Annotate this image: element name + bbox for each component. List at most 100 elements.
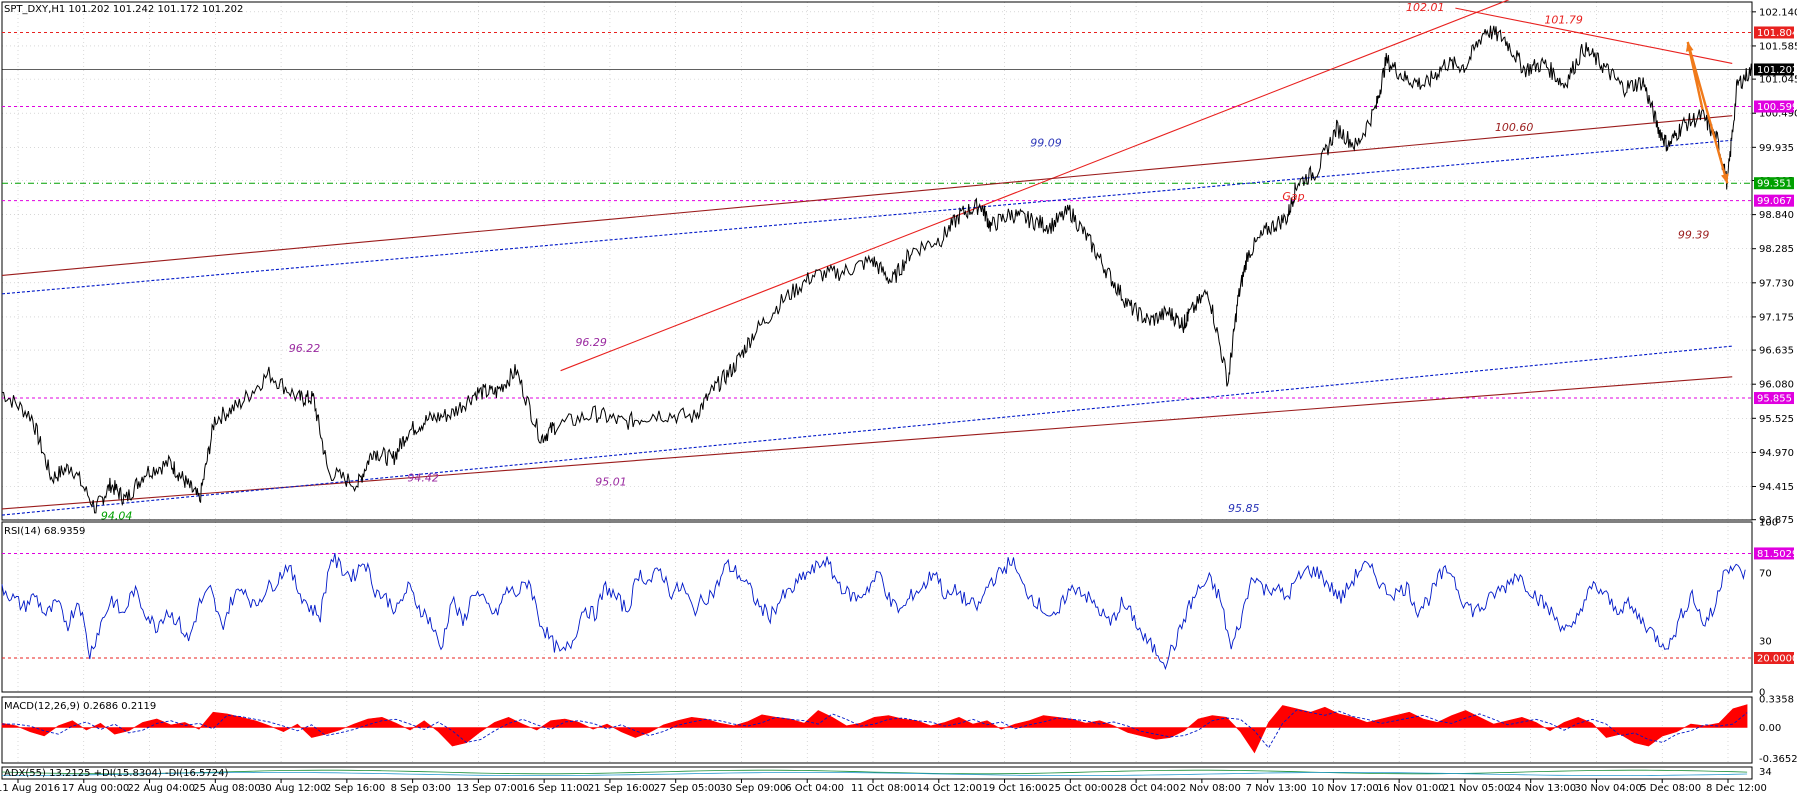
arrow-head — [1721, 173, 1729, 184]
y-tick-label: 97.730 — [1759, 278, 1794, 289]
x-tick-label: 2 Sep 16:00 — [325, 783, 385, 794]
x-tick-label: 17 Aug 00:00 — [62, 783, 129, 794]
rsi-panel: 81.5029 20.0000 100 70 30 0 — [1, 518, 1797, 699]
annotation-label: 94.42 — [407, 471, 439, 484]
macd-histogram — [1, 704, 1748, 754]
x-tick-label: 5 Dec 08:00 — [1640, 783, 1701, 794]
horizontal-levels — [2, 31, 1752, 399]
x-tick-label: 11 Oct 08:00 — [851, 783, 916, 794]
level-tag — [1754, 392, 1794, 405]
trend-line — [1, 345, 1733, 516]
macd-y-tick-label: 0.3358 — [1759, 695, 1794, 706]
y-tick-label: 94.415 — [1759, 482, 1794, 493]
macd-panel: 0.3358 0.00 -0.3652 — [1, 695, 1797, 765]
level-tag-label: 95.855 — [1757, 394, 1792, 405]
symbol-header: SPT_DXY,H1 101.202 101.242 101.172 101.2… — [4, 4, 243, 15]
y-tick-label: 97.175 — [1759, 312, 1794, 323]
annotations: 102.01 101.79 100.60 99.09 Gap 99.39 96.22 96.2… — [101, 1, 1709, 522]
level-tag — [1754, 177, 1794, 190]
annotation-label: 101.79 — [1544, 14, 1583, 27]
trend-lines — [1, 0, 1733, 516]
x-tick-label: 19 Oct 16:00 — [983, 783, 1048, 794]
rsi-line — [1, 553, 1746, 671]
annotation-label: 96.29 — [575, 336, 607, 349]
rsi-level-tag — [1754, 547, 1794, 560]
x-tick-label: 7 Nov 13:00 — [1246, 783, 1307, 794]
x-tick-label: 21 Sep 16:00 — [588, 783, 655, 794]
y-tick-label: 100.490 — [1759, 109, 1797, 120]
x-tick-label: 27 Sep 05:00 — [654, 783, 721, 794]
x-tick-label: 14 Oct 12:00 — [917, 783, 982, 794]
x-tick-label: 8 Sep 03:00 — [391, 783, 451, 794]
y-tick-label: 93.875 — [1759, 515, 1794, 526]
price-line — [1, 25, 1753, 514]
x-tick-label: 16 Sep 11:00 — [522, 783, 589, 794]
x-tick-label: 30 Aug 12:00 — [259, 783, 326, 794]
arrow-path — [1686, 41, 1729, 184]
panel-border-0 — [1, 1, 1753, 521]
grid — [2, 2, 1752, 763]
y-tick-label: 94.970 — [1759, 448, 1794, 459]
y-tick-label: 96.635 — [1759, 346, 1794, 357]
rsi-y-tick-label: 30 — [1759, 637, 1772, 648]
trend-line — [1, 139, 1733, 295]
annotation-label: 94.04 — [101, 509, 133, 522]
level-tag-label: 101.202 — [1757, 65, 1797, 76]
rsi-y-tick-label: 70 — [1759, 569, 1772, 580]
annotation-label: 99.09 — [1030, 136, 1062, 149]
x-tick-label: 21 Nov 05:00 — [1443, 783, 1510, 794]
y-tick-label: 98.285 — [1759, 244, 1794, 255]
macd-y-tick-label: 0.00 — [1759, 723, 1781, 734]
y-tick-label: 99.935 — [1759, 143, 1794, 154]
annotation-label: 100.60 — [1495, 121, 1534, 134]
rsi-level-tag-label: 81.5029 — [1757, 549, 1797, 560]
x-tick-label: 22 Aug 04:00 — [128, 783, 195, 794]
rsi-level-tag — [1754, 652, 1794, 664]
y-tick-label: 95.525 — [1759, 414, 1794, 425]
x-tick-label: 2 Nov 08:00 — [1180, 783, 1241, 794]
x-tick-label: 30 Sep 09:00 — [719, 783, 786, 794]
x-tick-label: 30 Nov 04:00 — [1574, 783, 1641, 794]
annotation-label: 95.01 — [595, 476, 627, 489]
x-tick-label: 25 Oct 00:00 — [1048, 783, 1113, 794]
x-tick-label: 11 Aug 2016 — [0, 783, 60, 794]
rsi-level-tag-label: 20.0000 — [1757, 654, 1797, 665]
x-tick-label: 24 Nov 13:00 — [1509, 783, 1576, 794]
level-tag — [1754, 100, 1794, 113]
adx-label: ADX(55) 13.2125 +DI(15.8304) -DI(16.5724… — [4, 768, 229, 779]
panel-border-3 — [1, 766, 1753, 780]
rsi-label: RSI(14) 68.9359 — [4, 526, 85, 537]
trend-line — [1, 376, 1733, 510]
y-axis: 102.140101.585101.045100.49099.93599.395… — [1752, 7, 1797, 526]
level-tag-label: 99.067 — [1757, 196, 1792, 207]
x-tick-label: 6 Oct 04:00 — [785, 783, 844, 794]
annotation-label: 96.22 — [289, 342, 321, 355]
y-tick-label: 102.140 — [1759, 7, 1797, 18]
level-tag — [1754, 194, 1794, 207]
rsi-y-tick-label: 0 — [1759, 688, 1765, 699]
forecast-arrow — [1685, 41, 1729, 184]
annotation-label: 102.01 — [1406, 1, 1445, 14]
x-tick-label: 28 Oct 04:00 — [1114, 783, 1179, 794]
x-tick-label: 25 Aug 08:00 — [193, 783, 260, 794]
annotation-label: 95.85 — [1228, 502, 1260, 515]
macd-y-tick-label: -0.3652 — [1759, 754, 1797, 765]
level-tag-label: 99.351 — [1757, 179, 1792, 190]
panel-borders — [1, 1, 1753, 780]
annotation-label: Gap — [1282, 190, 1304, 203]
x-tick-label: 10 Nov 17:00 — [1311, 783, 1378, 794]
trend-line — [1, 115, 1733, 276]
arrow-head-up — [1685, 41, 1694, 52]
level-tag — [1754, 63, 1794, 76]
trend-line — [560, 0, 1510, 372]
annotation-label: 99.39 — [1678, 229, 1710, 242]
x-tick-label: 8 Dec 12:00 — [1706, 783, 1767, 794]
panel-border-1 — [1, 521, 1753, 693]
macd-label: MACD(12,26,9) 0.2686 0.2119 — [4, 701, 156, 712]
level-tag-label: 100.599 — [1757, 102, 1797, 113]
x-tick-label: 16 Nov 01:00 — [1377, 783, 1444, 794]
rsi-y-tick-label: 100 — [1759, 518, 1778, 529]
y-tick-label: 96.080 — [1759, 380, 1794, 391]
y-tick-label: 101.585 — [1759, 41, 1797, 52]
